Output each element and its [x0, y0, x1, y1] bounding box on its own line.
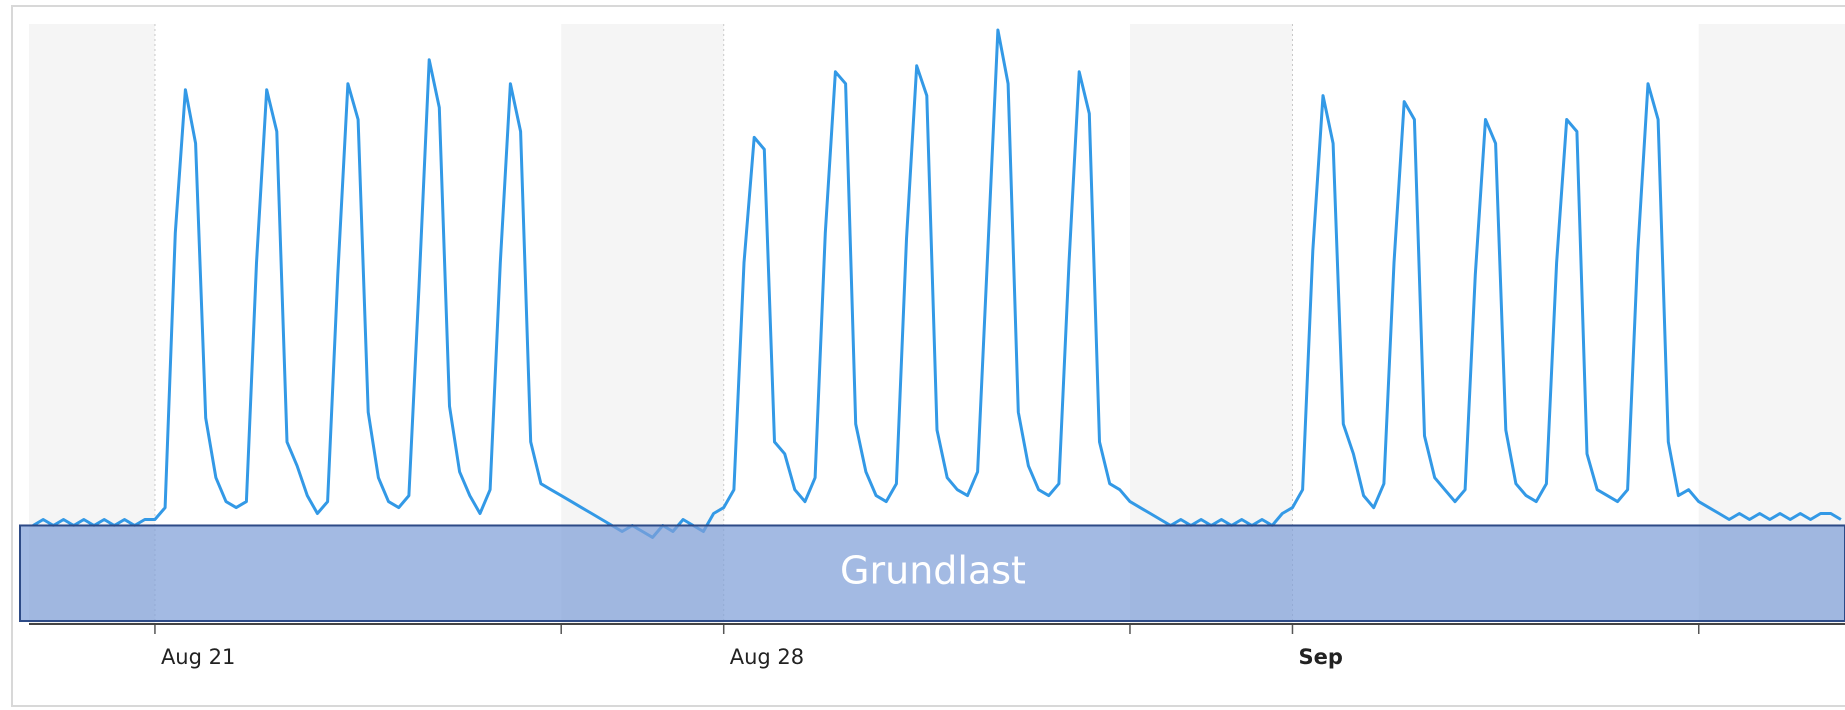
shaded-band [561, 24, 724, 624]
line-series [32, 28, 1842, 539]
shaded-band [1698, 24, 1845, 624]
x-tick-label: Sep [1298, 645, 1342, 669]
x-tick-label: Aug 28 [730, 645, 804, 669]
x-tick-label: Aug 21 [161, 645, 235, 669]
base-load-label: Grundlast [840, 549, 1026, 593]
base-load-band [19, 524, 1845, 622]
